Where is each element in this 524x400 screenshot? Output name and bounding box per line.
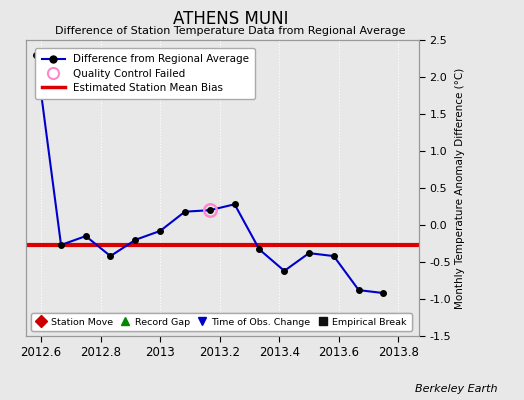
Text: Difference of Station Temperature Data from Regional Average: Difference of Station Temperature Data f… xyxy=(56,26,406,36)
Legend: Station Move, Record Gap, Time of Obs. Change, Empirical Break: Station Move, Record Gap, Time of Obs. C… xyxy=(31,313,411,331)
Text: Berkeley Earth: Berkeley Earth xyxy=(416,384,498,394)
Text: ATHENS MUNI: ATHENS MUNI xyxy=(173,10,288,28)
Y-axis label: Monthly Temperature Anomaly Difference (°C): Monthly Temperature Anomaly Difference (… xyxy=(455,67,465,309)
